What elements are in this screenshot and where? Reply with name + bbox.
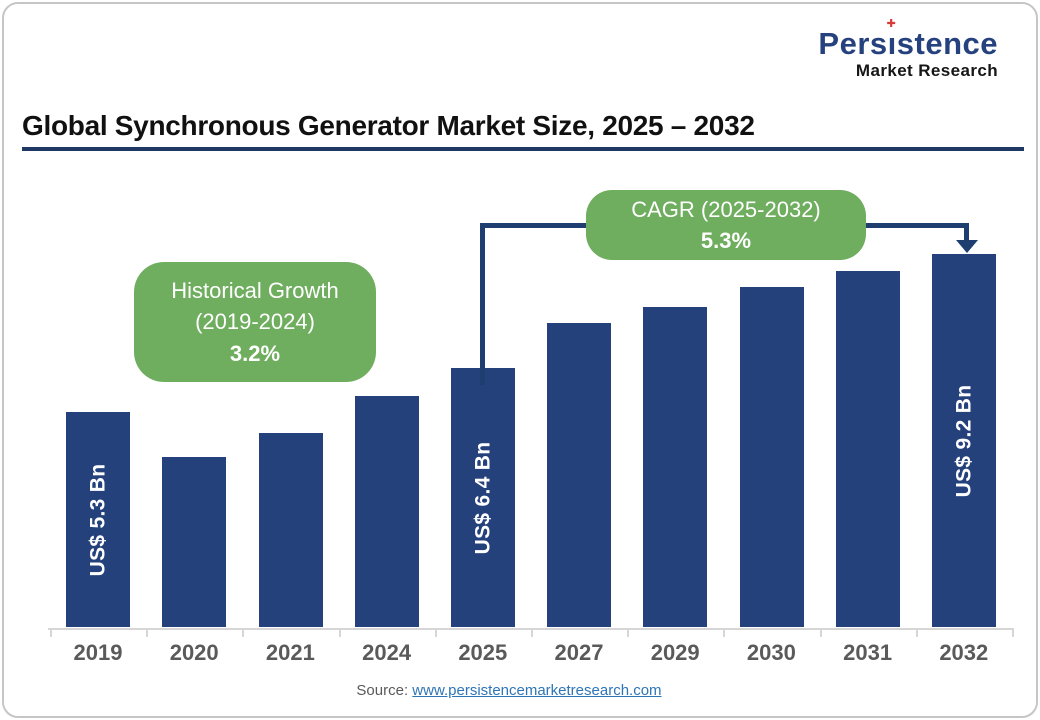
x-axis-tick bbox=[627, 628, 630, 637]
x-axis-label-2024: 2024 bbox=[362, 640, 412, 665]
x-axis-tick bbox=[723, 628, 726, 637]
cagr-callout: CAGR (2025-2032) 5.3% bbox=[586, 190, 866, 260]
bar-chart: US$ 5.3 Bn 2019 2020 2021 2024 US$ 6.4 Bn 2025… bbox=[4, 4, 1036, 712]
bar-2019: US$ 5.3 Bn bbox=[66, 412, 131, 627]
bar-2030 bbox=[739, 287, 804, 627]
x-axis-label-2029: 2029 bbox=[650, 640, 700, 665]
source-prefix: Source: bbox=[356, 682, 409, 699]
brand-red-cross-icon: ✚ bbox=[886, 18, 897, 30]
x-axis-tick bbox=[819, 628, 822, 637]
x-axis-label-2020: 2020 bbox=[169, 640, 219, 665]
x-axis-label-2032: 2032 bbox=[939, 640, 989, 665]
brand-name: Persı ✚ stence bbox=[818, 18, 998, 61]
x-axis-label-2021: 2021 bbox=[265, 640, 315, 665]
brand-subtitle: Market Research bbox=[855, 61, 998, 80]
x-axis-tick bbox=[915, 628, 918, 637]
x-axis-label-2030: 2030 bbox=[746, 640, 796, 665]
bar-2031 bbox=[835, 271, 900, 627]
bar-2029 bbox=[643, 307, 708, 627]
x-axis-label-2019: 2019 bbox=[73, 640, 123, 665]
source-line: Source: www.persistencemarketresearch.co… bbox=[4, 682, 1014, 699]
x-axis-label-2025: 2025 bbox=[458, 640, 508, 665]
bar-2025: US$ 6.4 Bn bbox=[450, 368, 515, 627]
bar-value-label-2032: US$ 9.2 Bn bbox=[951, 384, 975, 497]
historical-growth-callout: Historical Growth (2019-2024) 3.2% bbox=[134, 262, 376, 382]
source-link[interactable]: www.persistencemarketresearch.com bbox=[412, 682, 662, 699]
connector-2025-vertical bbox=[480, 225, 485, 385]
title-underline bbox=[22, 147, 1024, 151]
historical-growth-value: 3.2% bbox=[229, 340, 281, 366]
x-axis-tick bbox=[434, 628, 437, 637]
x-axis-tick bbox=[531, 628, 533, 637]
cagr-line1: CAGR (2025-2032) bbox=[631, 196, 821, 222]
x-axis-tick bbox=[146, 628, 149, 637]
x-axis-label-2027: 2027 bbox=[554, 640, 604, 665]
connector-arrow-shaft bbox=[964, 223, 969, 241]
x-axis-tick bbox=[242, 628, 245, 637]
bar-2027 bbox=[547, 323, 612, 627]
bar-2032: US$ 9.2 Bn bbox=[931, 254, 996, 627]
connector-right-horizontal bbox=[864, 223, 967, 228]
bar-value-label-2025: US$ 6.4 Bn bbox=[470, 441, 494, 554]
cagr-value: 5.3% bbox=[700, 228, 752, 253]
connector-left-horizontal bbox=[480, 223, 588, 228]
bar-2021 bbox=[258, 433, 323, 627]
x-axis-tick bbox=[338, 628, 341, 637]
bar-2020 bbox=[162, 457, 227, 627]
arrow-down-icon bbox=[956, 240, 978, 253]
page-title: Global Synchronous Generator Market Size… bbox=[22, 110, 755, 141]
x-axis-label-2031: 2031 bbox=[843, 640, 893, 665]
bar-2024 bbox=[354, 396, 419, 627]
historical-growth-line2: (2019-2024) bbox=[195, 309, 315, 335]
x-axis-tick bbox=[1012, 628, 1014, 637]
brand-logo: Persı ✚ stence Market Research bbox=[818, 18, 998, 80]
historical-growth-line1: Historical Growth bbox=[171, 278, 339, 304]
bar-value-label-2019: US$ 5.3 Bn bbox=[86, 463, 110, 576]
x-axis-tick bbox=[50, 628, 52, 637]
